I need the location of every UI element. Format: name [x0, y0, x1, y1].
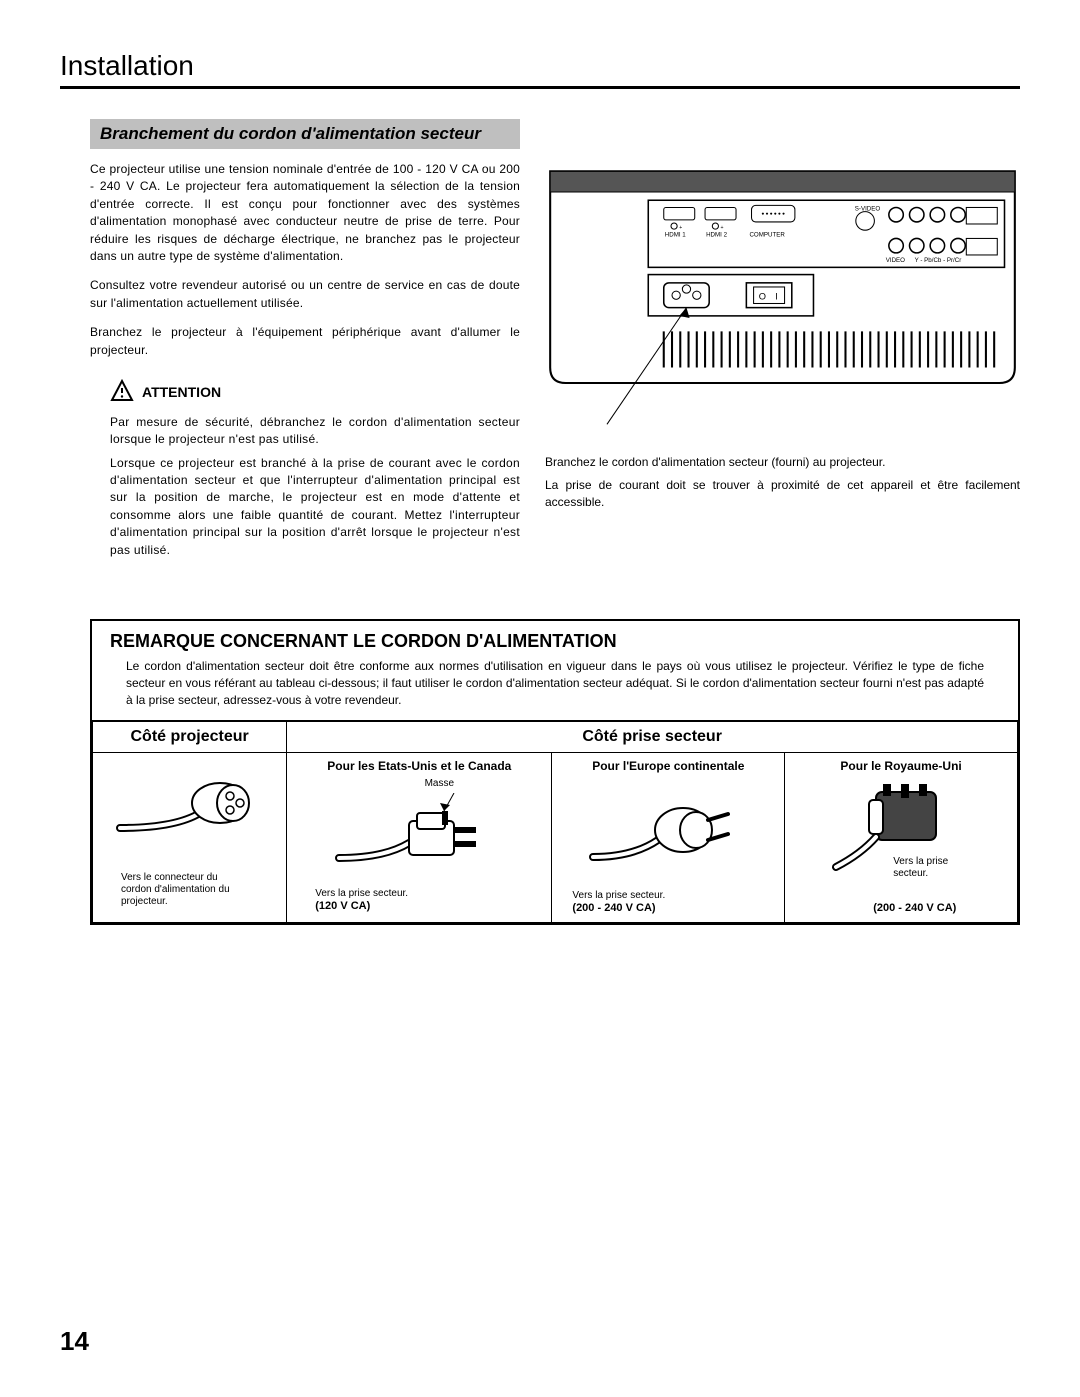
- hdmi2-label: HDMI 2: [706, 231, 728, 238]
- hdmi1-label: HDMI 1: [665, 231, 687, 238]
- projector-rear-diagram: S-VIDEO + + HDMI 1 HDMI 2 COMPUTER: [545, 161, 1020, 434]
- sub-header-us: Pour les Etats-Unis et le Canada: [293, 759, 545, 777]
- page-title: Installation: [60, 50, 1020, 89]
- us-plug-icon: [293, 793, 545, 878]
- mass-label: Masse: [333, 778, 545, 789]
- svg-text:+: +: [721, 225, 724, 231]
- notice-intro-text: Le cordon d'alimentation secteur doit êt…: [92, 658, 1018, 720]
- cell-projector-plug: Vers le connecteur du cordon d'alimentat…: [93, 753, 287, 923]
- warning-icon: [110, 379, 134, 406]
- attention-header: ATTENTION: [110, 379, 520, 406]
- intro-paragraph-2: Consultez votre revendeur autorisé ou un…: [90, 277, 520, 312]
- attention-paragraph-2: Lorsque ce projecteur est branché à la p…: [110, 455, 520, 559]
- cell-uk-plug: Pour le Royaume-Uni Vers la prise sec: [785, 753, 1018, 923]
- svg-text:O: O: [759, 291, 766, 301]
- svg-text:+: +: [679, 225, 682, 231]
- table-header-row: Côté projecteur Côté prise secteur: [93, 721, 1018, 753]
- caption-projector: Vers le connecteur du cordon d'alimentat…: [121, 872, 241, 908]
- video-label: VIDEO: [886, 257, 905, 264]
- table-row: Vers le connecteur du cordon d'alimentat…: [93, 753, 1018, 923]
- svg-text:I: I: [775, 291, 778, 301]
- attention-block: ATTENTION Par mesure de sécurité, débran…: [110, 379, 520, 559]
- component-label: Y - Pb/Cb - Pr/Cr: [915, 257, 962, 264]
- diagram-caption-1: Branchez le cordon d'alimentation secteu…: [545, 454, 1020, 471]
- page-content: Branchement du cordon d'alimentation sec…: [60, 119, 1020, 925]
- right-column: S-VIDEO + + HDMI 1 HDMI 2 COMPUTER: [545, 161, 1020, 559]
- eu-plug-icon: [558, 782, 778, 877]
- power-cord-notice-box: REMARQUE CONCERNANT LE CORDON D'ALIMENTA…: [90, 619, 1020, 925]
- voltage-eu: (200 - 240 V CA): [572, 902, 655, 914]
- projector-plug-icon: [99, 763, 280, 848]
- section-heading: Branchement du cordon d'alimentation sec…: [90, 119, 520, 149]
- col-header-outlet: Côté prise secteur: [287, 721, 1018, 753]
- two-column-layout: Ce projecteur utilise une tension nomina…: [90, 161, 1020, 559]
- sub-header-eu: Pour l'Europe continentale: [558, 759, 778, 777]
- computer-label: COMPUTER: [749, 231, 785, 238]
- diagram-caption-2: La prise de courant doit se trouver à pr…: [545, 477, 1020, 511]
- voltage-uk: (200 - 240 V CA): [873, 902, 956, 914]
- power-cord-table: Côté projecteur Côté prise secteur: [92, 720, 1018, 923]
- caption-uk: Vers la prise secteur.: [893, 856, 973, 880]
- intro-paragraph-1: Ce projecteur utilise une tension nomina…: [90, 161, 520, 265]
- attention-paragraph-1: Par mesure de sécurité, débranchez le co…: [110, 414, 520, 449]
- cell-us-plug: Pour les Etats-Unis et le Canada Masse: [287, 753, 552, 923]
- caption-eu: Vers la prise secteur.: [572, 890, 665, 902]
- caption-us: Vers la prise secteur.: [315, 888, 408, 900]
- attention-label: ATTENTION: [142, 384, 221, 400]
- left-column: Ce projecteur utilise une tension nomina…: [90, 161, 520, 559]
- voltage-us: (120 V CA): [315, 900, 370, 912]
- sub-header-uk: Pour le Royaume-Uni: [791, 759, 1011, 777]
- notice-heading: REMARQUE CONCERNANT LE CORDON D'ALIMENTA…: [92, 621, 1018, 658]
- page-number: 14: [60, 1326, 89, 1357]
- cell-eu-plug: Pour l'Europe continentale Vers la prise…: [552, 753, 785, 923]
- intro-paragraph-3: Branchez le projecteur à l'équipement pé…: [90, 324, 520, 359]
- col-header-projector: Côté projecteur: [93, 721, 287, 753]
